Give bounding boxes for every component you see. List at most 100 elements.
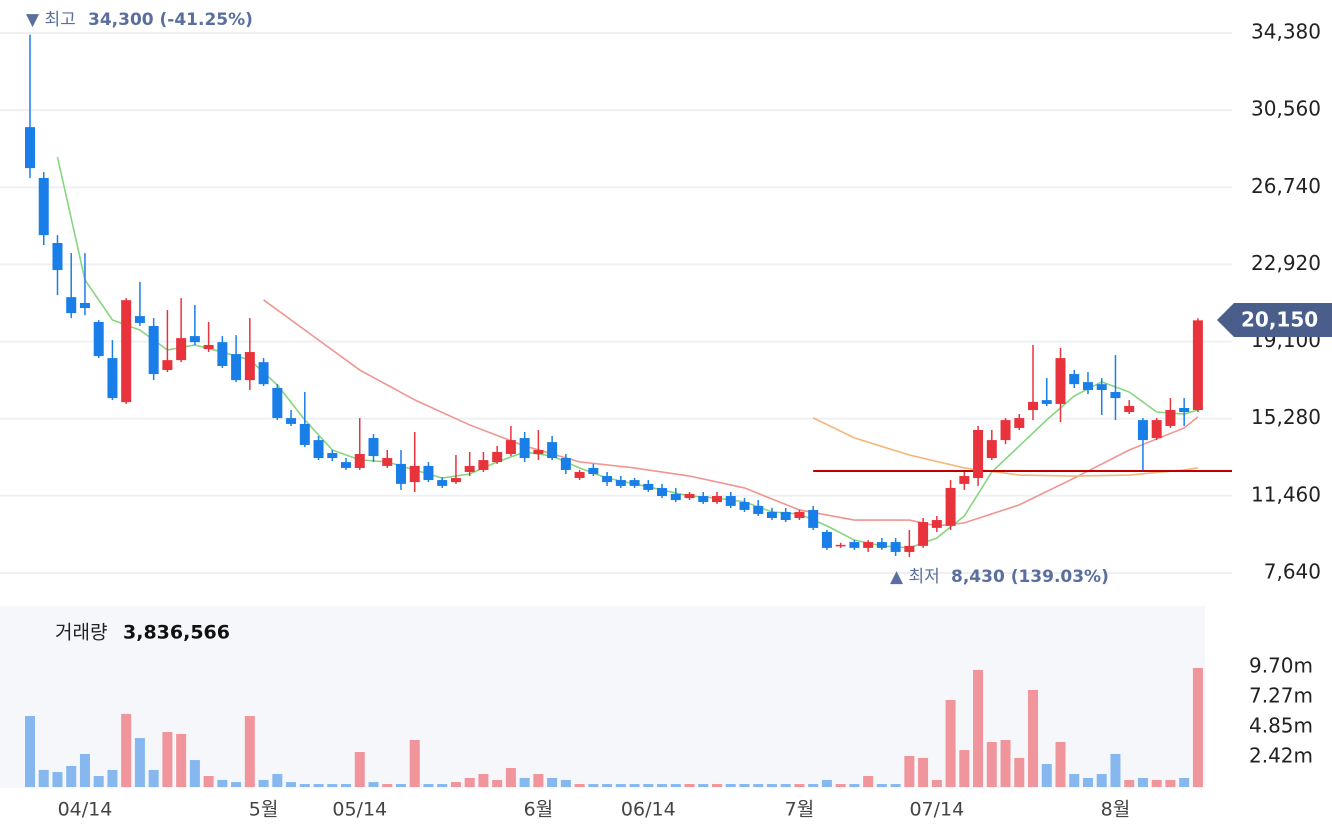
volume-bar [382,784,393,787]
volume-bar [959,750,970,787]
candle-body [876,542,887,548]
candle-body [643,483,654,490]
x-tick-label: 6월 [524,799,554,821]
volume-total: 3,836,566 [123,622,230,644]
candle-body [52,243,63,271]
labels: 7,64011,46015,28019,10022,92026,74030,56… [58,20,1321,821]
candle-body [931,520,942,528]
volume-bar [657,784,668,787]
volume-bar [533,774,544,787]
volume-tick-label: 9.70m [1249,654,1313,678]
candles [25,34,1203,557]
candle-body [299,423,310,445]
volume-bar [409,740,420,787]
candle-body [808,509,819,528]
candle-body [134,316,145,323]
volume-bar [725,784,736,787]
candle-body [107,358,118,399]
x-tick-label: 8월 [1101,799,1131,821]
volume-bar [808,784,819,787]
candle-body [231,354,242,381]
candle-body [244,352,255,381]
volume-bar [849,784,860,787]
high-label: ▼ 최고 [26,10,76,30]
volume-bar [272,774,283,787]
volume-bar [368,782,379,787]
candle-body [684,493,695,499]
y-tick-label: 26,740 [1251,174,1321,198]
candle-body [712,496,722,503]
volume-bar [162,731,173,787]
y-tick-label: 7,640 [1264,559,1321,583]
y-tick-label: 34,380 [1251,20,1321,44]
candle-body [1096,384,1107,391]
candle-body [1124,405,1135,413]
candle-body [794,511,805,519]
volume-bar [1096,774,1107,787]
candle-body [821,531,832,548]
candle-body [1082,382,1093,391]
candle-body [286,418,297,424]
candle-body [973,429,984,479]
volume-bar [1014,757,1025,787]
volume-bar [1165,779,1176,787]
candle-body [629,480,640,486]
volume-bar [189,760,200,787]
volume-bar [560,779,571,787]
volume-bar [1137,777,1148,787]
candle-body [203,344,214,350]
volume-tick-label: 4.85m [1249,714,1313,738]
candle-body [1055,358,1066,404]
candle-body [547,442,558,459]
candle-body [670,493,681,501]
x-tick-label: 05/14 [332,799,387,821]
y-tick-label: 15,280 [1251,405,1321,429]
volume-bar [437,784,448,787]
candle-body [93,321,104,357]
volume-bar [986,742,997,787]
volume-bar [25,716,35,787]
candle-body [863,542,874,548]
volume-bar [1041,764,1052,787]
grid [0,32,1232,758]
volume-bar [450,782,461,787]
candle-body [395,463,406,484]
volume-bar [38,769,49,787]
price-tag [1217,303,1332,337]
volume-bar [835,784,846,787]
volume-bar [904,755,915,787]
candle-body [464,465,475,472]
volume-bar [1000,740,1011,787]
candle-body [1041,400,1052,404]
volume-label: 거래량 [55,622,107,644]
volume-bar [107,769,118,787]
candle-body [162,360,173,371]
volume-bar [244,716,255,787]
volume-bar [354,752,365,787]
candle-body [959,476,970,484]
volume-bar [547,777,558,787]
x-tick-label: 07/14 [909,799,964,821]
volume-bar [794,784,805,787]
volume-bar [258,779,269,787]
moving-average [56,156,1199,549]
candle-body [602,476,613,483]
candle-body [753,505,764,514]
volume-bar [602,784,613,787]
candle-body [986,440,997,459]
candle-body [423,465,434,481]
y-tick-label: 22,920 [1251,251,1321,275]
volume-bar [615,784,626,787]
candle-body [272,387,283,419]
volume-bar [519,777,530,787]
volume-tick-label: 2.42m [1249,744,1313,768]
candle-body [341,462,352,468]
x-tick-label: 06/14 [621,799,676,821]
volume-bar [1082,777,1093,787]
volume-tick-label: 7.27m [1249,684,1313,708]
volume-bar [299,784,310,787]
candle-body [217,342,228,366]
volume-bar [766,784,777,787]
candle-body [615,480,626,486]
